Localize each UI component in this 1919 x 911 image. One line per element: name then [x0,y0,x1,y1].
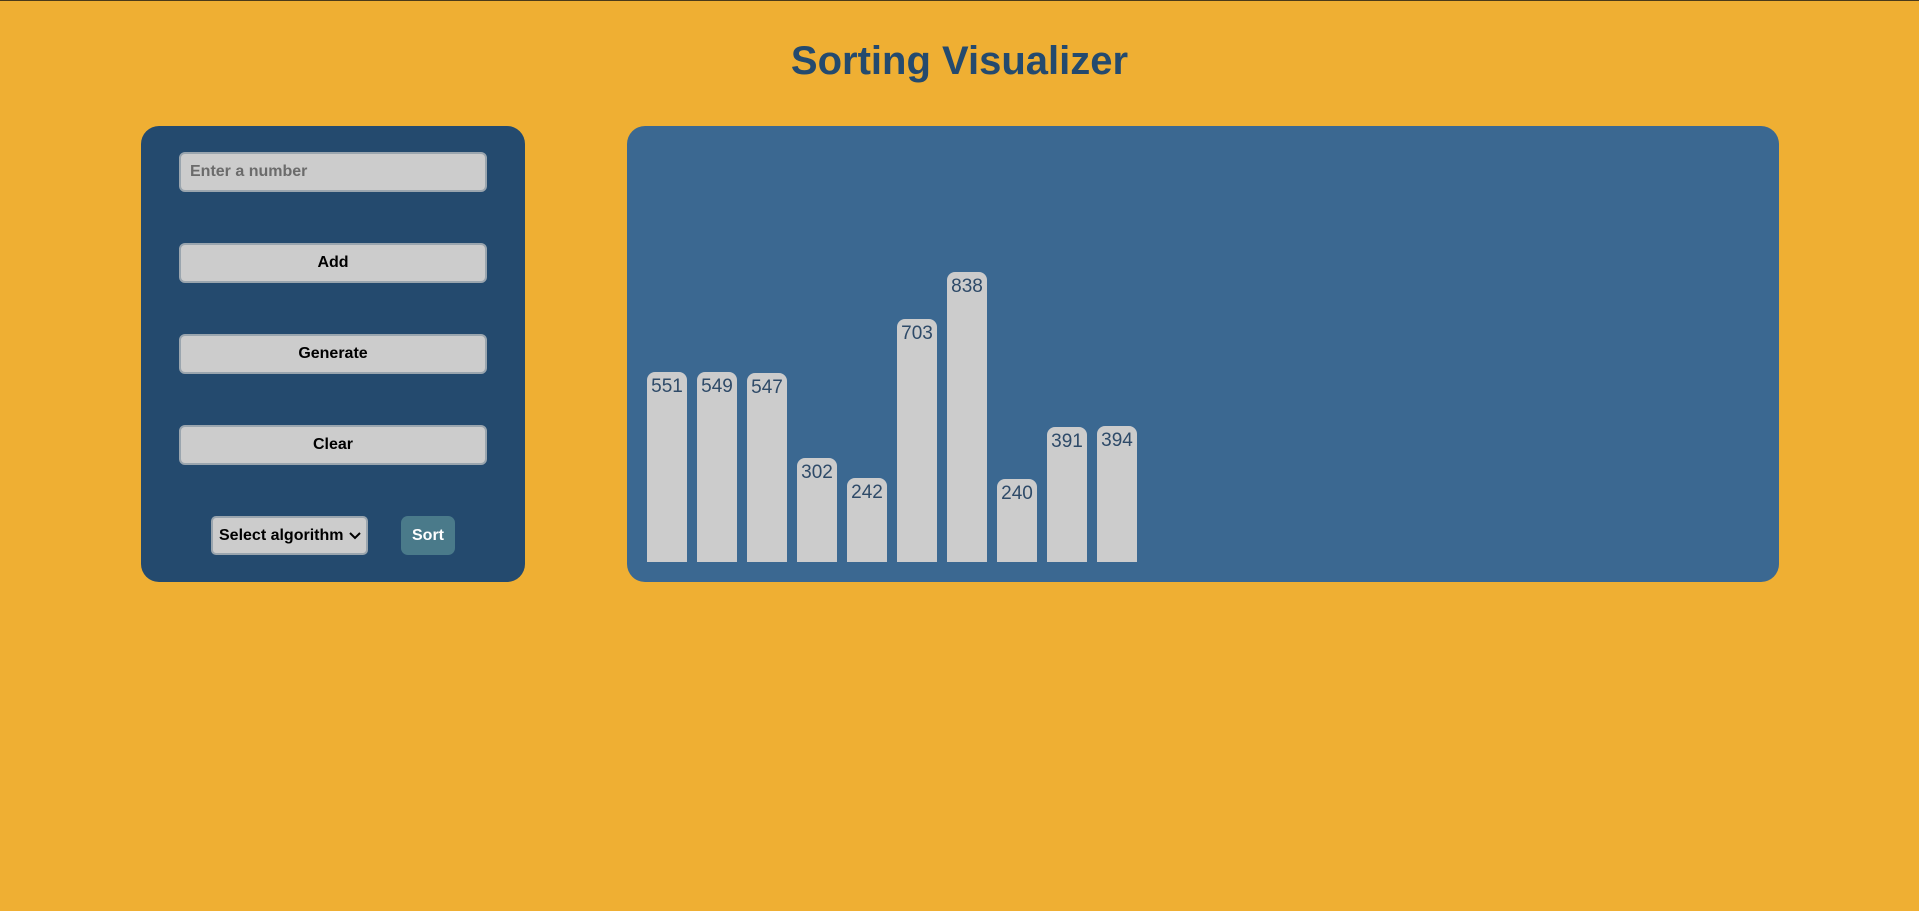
bar: 302 [797,458,837,562]
bar-value-label: 838 [951,276,983,297]
bar-value-label: 394 [1101,430,1133,451]
sort-button[interactable]: Sort [401,516,455,555]
bar-value-label: 391 [1051,431,1083,452]
add-button[interactable]: Add [179,243,487,283]
bar-value-label: 242 [851,482,883,503]
visualizer-panel: 551 549 547 302 242 703 838 240 391 394 [627,126,1779,582]
bar: 240 [997,479,1037,562]
bar: 838 [947,272,987,562]
bar-value-label: 240 [1001,483,1033,504]
bar: 242 [847,478,887,562]
bar-value-label: 547 [751,377,783,398]
bar: 394 [1097,426,1137,562]
algorithm-select-value: Select algorithm [219,526,344,544]
clear-button[interactable]: Clear [179,425,487,465]
bars-area: 551 549 547 302 242 703 838 240 391 394 [647,142,1747,562]
bar: 547 [747,373,787,562]
bar: 549 [697,372,737,562]
generate-button[interactable]: Generate [179,334,487,374]
bar-value-label: 302 [801,462,833,483]
control-panel: Add Generate Clear Select algorithm Sort [141,126,525,582]
number-input[interactable] [179,152,487,192]
chevron-down-icon [348,529,362,543]
bar-value-label: 703 [901,323,933,344]
algorithm-select[interactable]: Select algorithm [211,516,368,555]
page-title: Sorting Visualizer [790,39,1129,83]
bar: 703 [897,319,937,562]
bar-value-label: 551 [651,376,683,397]
bar-value-label: 549 [701,376,733,397]
bar: 391 [1047,427,1087,562]
bar: 551 [647,372,687,562]
